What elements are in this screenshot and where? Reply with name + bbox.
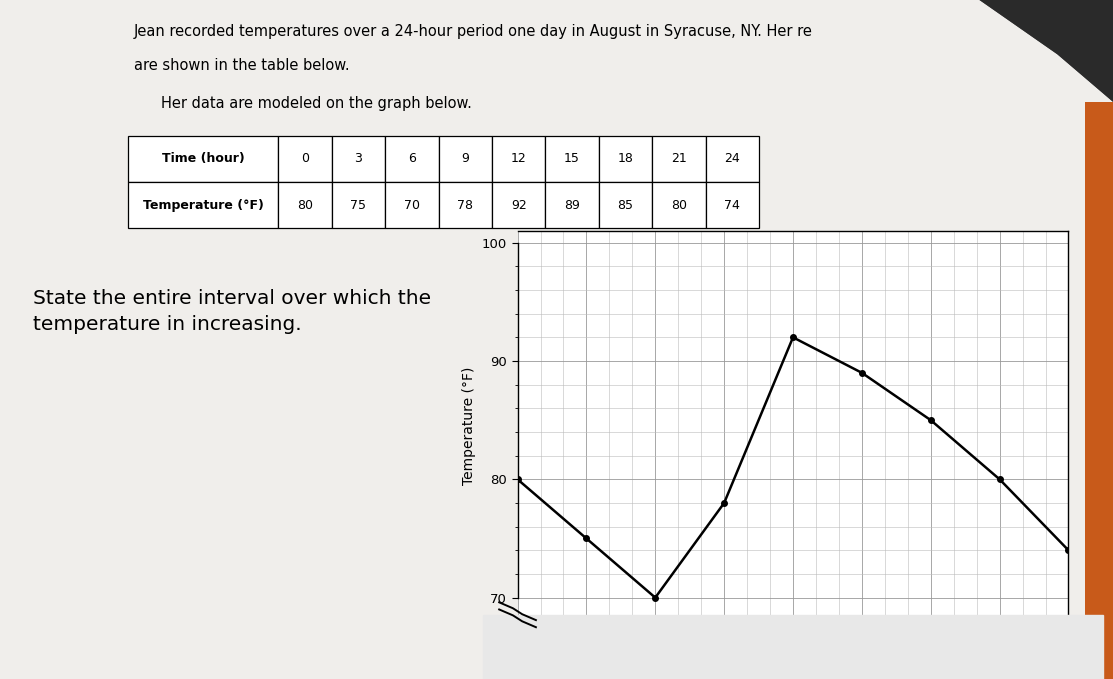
FancyBboxPatch shape: [385, 136, 439, 182]
Text: 9: 9: [461, 152, 470, 166]
FancyBboxPatch shape: [492, 182, 545, 228]
Text: 3: 3: [354, 152, 363, 166]
Text: Temperature (°F): Temperature (°F): [142, 198, 264, 212]
FancyBboxPatch shape: [706, 136, 759, 182]
Bar: [483, 615, 1103, 679]
X-axis label: Time (hour): Time (hour): [750, 650, 836, 665]
Polygon shape: [1085, 102, 1113, 679]
FancyBboxPatch shape: [385, 182, 439, 228]
Text: 80: 80: [297, 198, 313, 212]
Text: Time (hour): Time (hour): [161, 152, 245, 166]
FancyBboxPatch shape: [128, 136, 278, 182]
FancyBboxPatch shape: [545, 182, 599, 228]
Text: 21: 21: [671, 152, 687, 166]
Text: State the entire interval over which the
temperature in increasing.: State the entire interval over which the…: [33, 289, 432, 334]
FancyBboxPatch shape: [332, 182, 385, 228]
Text: are shown in the table below.: are shown in the table below.: [134, 58, 349, 73]
Text: 0: 0: [301, 152, 309, 166]
Text: 15: 15: [564, 152, 580, 166]
Text: 24: 24: [725, 152, 740, 166]
FancyBboxPatch shape: [599, 136, 652, 182]
Text: 78: 78: [457, 198, 473, 212]
Text: 75: 75: [351, 198, 366, 212]
FancyBboxPatch shape: [492, 136, 545, 182]
Text: Jean recorded temperatures over a 24-hour period one day in August in Syracuse, : Jean recorded temperatures over a 24-hou…: [134, 24, 812, 39]
FancyBboxPatch shape: [706, 182, 759, 228]
FancyBboxPatch shape: [599, 182, 652, 228]
FancyBboxPatch shape: [278, 182, 332, 228]
Text: 92: 92: [511, 198, 526, 212]
FancyBboxPatch shape: [278, 136, 332, 182]
Text: 89: 89: [564, 198, 580, 212]
Text: 80: 80: [671, 198, 687, 212]
Text: Her data are modeled on the graph below.: Her data are modeled on the graph below.: [161, 96, 472, 111]
Text: 70: 70: [404, 198, 420, 212]
FancyBboxPatch shape: [332, 136, 385, 182]
FancyBboxPatch shape: [439, 136, 492, 182]
Text: 74: 74: [725, 198, 740, 212]
FancyBboxPatch shape: [128, 182, 278, 228]
FancyBboxPatch shape: [439, 182, 492, 228]
FancyBboxPatch shape: [545, 136, 599, 182]
Text: 18: 18: [618, 152, 633, 166]
Y-axis label: Temperature (°F): Temperature (°F): [462, 367, 476, 485]
Text: 6: 6: [407, 152, 416, 166]
FancyBboxPatch shape: [652, 136, 706, 182]
Text: 12: 12: [511, 152, 526, 166]
Polygon shape: [979, 0, 1113, 102]
FancyBboxPatch shape: [652, 182, 706, 228]
Text: 85: 85: [618, 198, 633, 212]
